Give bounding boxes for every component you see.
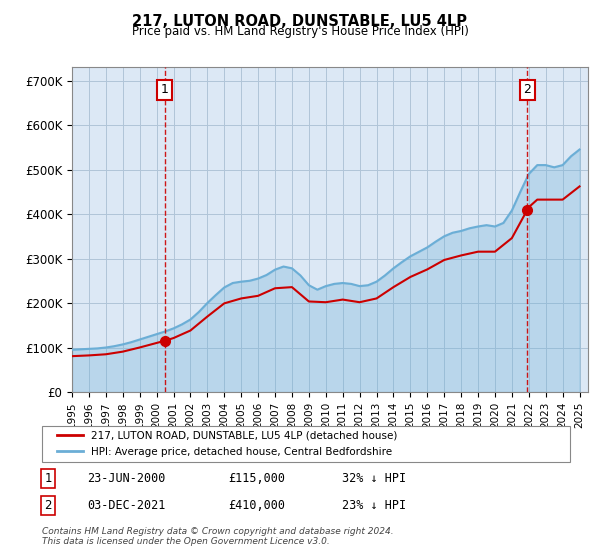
Text: 1: 1 <box>161 83 169 96</box>
FancyBboxPatch shape <box>42 426 570 462</box>
Text: 23-JUN-2000: 23-JUN-2000 <box>87 472 166 485</box>
Text: 1: 1 <box>44 472 52 485</box>
Text: 23% ↓ HPI: 23% ↓ HPI <box>342 498 406 512</box>
Text: 32% ↓ HPI: 32% ↓ HPI <box>342 472 406 485</box>
Text: 2: 2 <box>44 498 52 512</box>
Text: Contains HM Land Registry data © Crown copyright and database right 2024.
This d: Contains HM Land Registry data © Crown c… <box>42 526 394 546</box>
Text: 2: 2 <box>523 83 532 96</box>
Text: £410,000: £410,000 <box>228 498 285 512</box>
Text: £115,000: £115,000 <box>228 472 285 485</box>
Text: 217, LUTON ROAD, DUNSTABLE, LU5 4LP: 217, LUTON ROAD, DUNSTABLE, LU5 4LP <box>133 14 467 29</box>
Text: Price paid vs. HM Land Registry's House Price Index (HPI): Price paid vs. HM Land Registry's House … <box>131 25 469 38</box>
Legend: 217, LUTON ROAD, DUNSTABLE, LU5 4LP (detached house), HPI: Average price, detach: 217, LUTON ROAD, DUNSTABLE, LU5 4LP (det… <box>52 427 401 461</box>
Text: 03-DEC-2021: 03-DEC-2021 <box>87 498 166 512</box>
